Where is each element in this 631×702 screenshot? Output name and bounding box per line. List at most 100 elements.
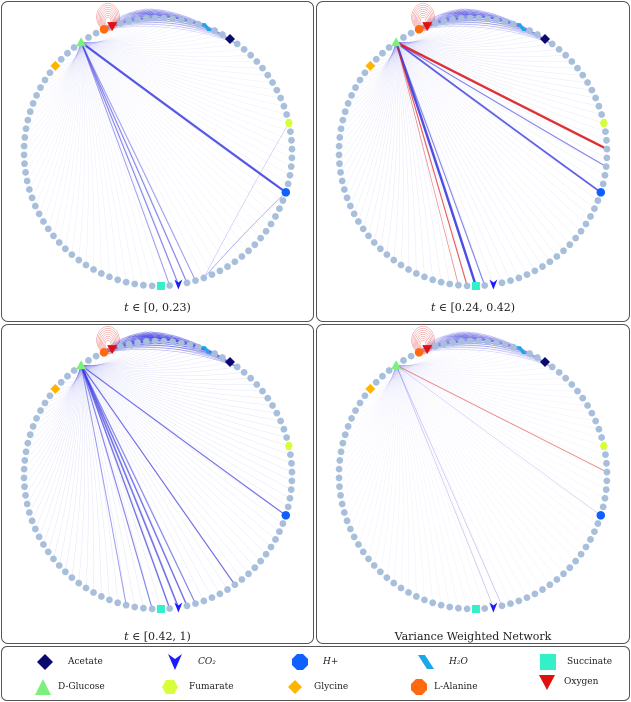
self-loop-edge <box>411 3 435 32</box>
network-edge <box>43 42 82 222</box>
network-node <box>267 220 275 228</box>
network-edge <box>81 21 130 43</box>
network-node <box>584 79 591 86</box>
metabolite-node <box>422 22 433 32</box>
network-edge <box>81 365 273 406</box>
network-edge <box>396 361 546 371</box>
edges-layer <box>23 326 293 610</box>
network-node <box>534 354 541 361</box>
network-edge <box>443 332 471 345</box>
network-edge <box>396 18 462 43</box>
self-loop-edge <box>418 338 428 350</box>
network-edge <box>137 331 173 343</box>
network-edge <box>395 365 494 608</box>
network-edge <box>346 365 397 521</box>
network-edge <box>81 344 190 367</box>
network-node <box>446 603 454 611</box>
nodes-layer <box>20 337 296 613</box>
network-node <box>287 128 294 136</box>
network-node <box>259 387 266 395</box>
network-node <box>602 486 610 493</box>
network-edge <box>427 22 546 40</box>
network-edge <box>80 42 213 275</box>
network-node <box>287 163 295 170</box>
network-edge <box>80 42 171 286</box>
network-node <box>92 29 100 37</box>
network-edge <box>81 365 245 376</box>
network-node <box>539 263 546 270</box>
network-node <box>603 145 611 153</box>
network-edge <box>128 9 156 22</box>
network-edge <box>80 42 272 225</box>
network-node <box>160 14 168 22</box>
network-node <box>61 568 69 576</box>
network-node <box>279 197 287 204</box>
network-edge <box>81 365 281 422</box>
network-edge <box>339 42 397 138</box>
network-node <box>582 543 590 551</box>
network-node <box>114 276 122 284</box>
network-node <box>601 171 609 179</box>
network-node <box>379 49 386 57</box>
network-edge <box>396 340 471 366</box>
network-edge <box>395 365 410 593</box>
network-node <box>577 227 585 235</box>
network-edge <box>338 42 397 147</box>
network-graph-3 <box>20 326 296 613</box>
network-node <box>588 409 596 417</box>
network-node <box>33 91 40 99</box>
network-edge <box>359 365 397 404</box>
network-edge <box>452 8 488 20</box>
network-edge <box>120 20 231 40</box>
network-node <box>359 225 367 233</box>
network-node <box>50 232 57 240</box>
network-node <box>361 69 369 77</box>
network-edge <box>81 42 281 99</box>
network-node <box>216 590 224 598</box>
network-node <box>602 163 610 170</box>
network-edge <box>81 30 215 45</box>
network-edge <box>80 42 196 281</box>
network-node <box>20 474 28 482</box>
network-edge <box>348 42 397 104</box>
network-node <box>233 363 241 371</box>
network-edge <box>80 42 196 281</box>
network-node <box>365 232 372 240</box>
nodes-layer <box>335 337 611 613</box>
network-node <box>572 234 580 242</box>
network-node <box>598 434 606 441</box>
network-edge <box>355 365 397 411</box>
network-node <box>365 555 372 563</box>
network-node <box>343 517 351 525</box>
network-edge <box>120 10 165 24</box>
network-edge <box>435 10 488 24</box>
network-edge <box>418 12 471 30</box>
network-edge <box>128 332 156 345</box>
network-edge <box>80 42 228 267</box>
metabolite-node <box>50 383 61 394</box>
network-edge <box>355 42 397 88</box>
network-node <box>57 378 65 386</box>
network-edge <box>395 365 564 574</box>
network-node <box>122 601 130 609</box>
network-node <box>233 40 241 48</box>
network-node <box>592 417 600 425</box>
network-edge <box>395 365 511 604</box>
network-edge <box>396 365 596 422</box>
network-edge <box>396 38 546 48</box>
network-edge <box>374 42 397 243</box>
metabolite-node <box>224 356 235 367</box>
network-edge <box>396 365 560 376</box>
network-edge <box>395 365 528 598</box>
network-node <box>283 111 291 118</box>
network-edge <box>44 42 82 81</box>
network-edge <box>358 42 397 222</box>
network-edge <box>351 42 397 96</box>
network-node <box>526 350 534 357</box>
network-edge <box>395 42 551 262</box>
network-edge <box>30 365 82 435</box>
network-edge <box>25 42 82 173</box>
nodes-layer <box>20 14 296 290</box>
network-node <box>117 342 124 350</box>
network-edge <box>137 333 191 346</box>
